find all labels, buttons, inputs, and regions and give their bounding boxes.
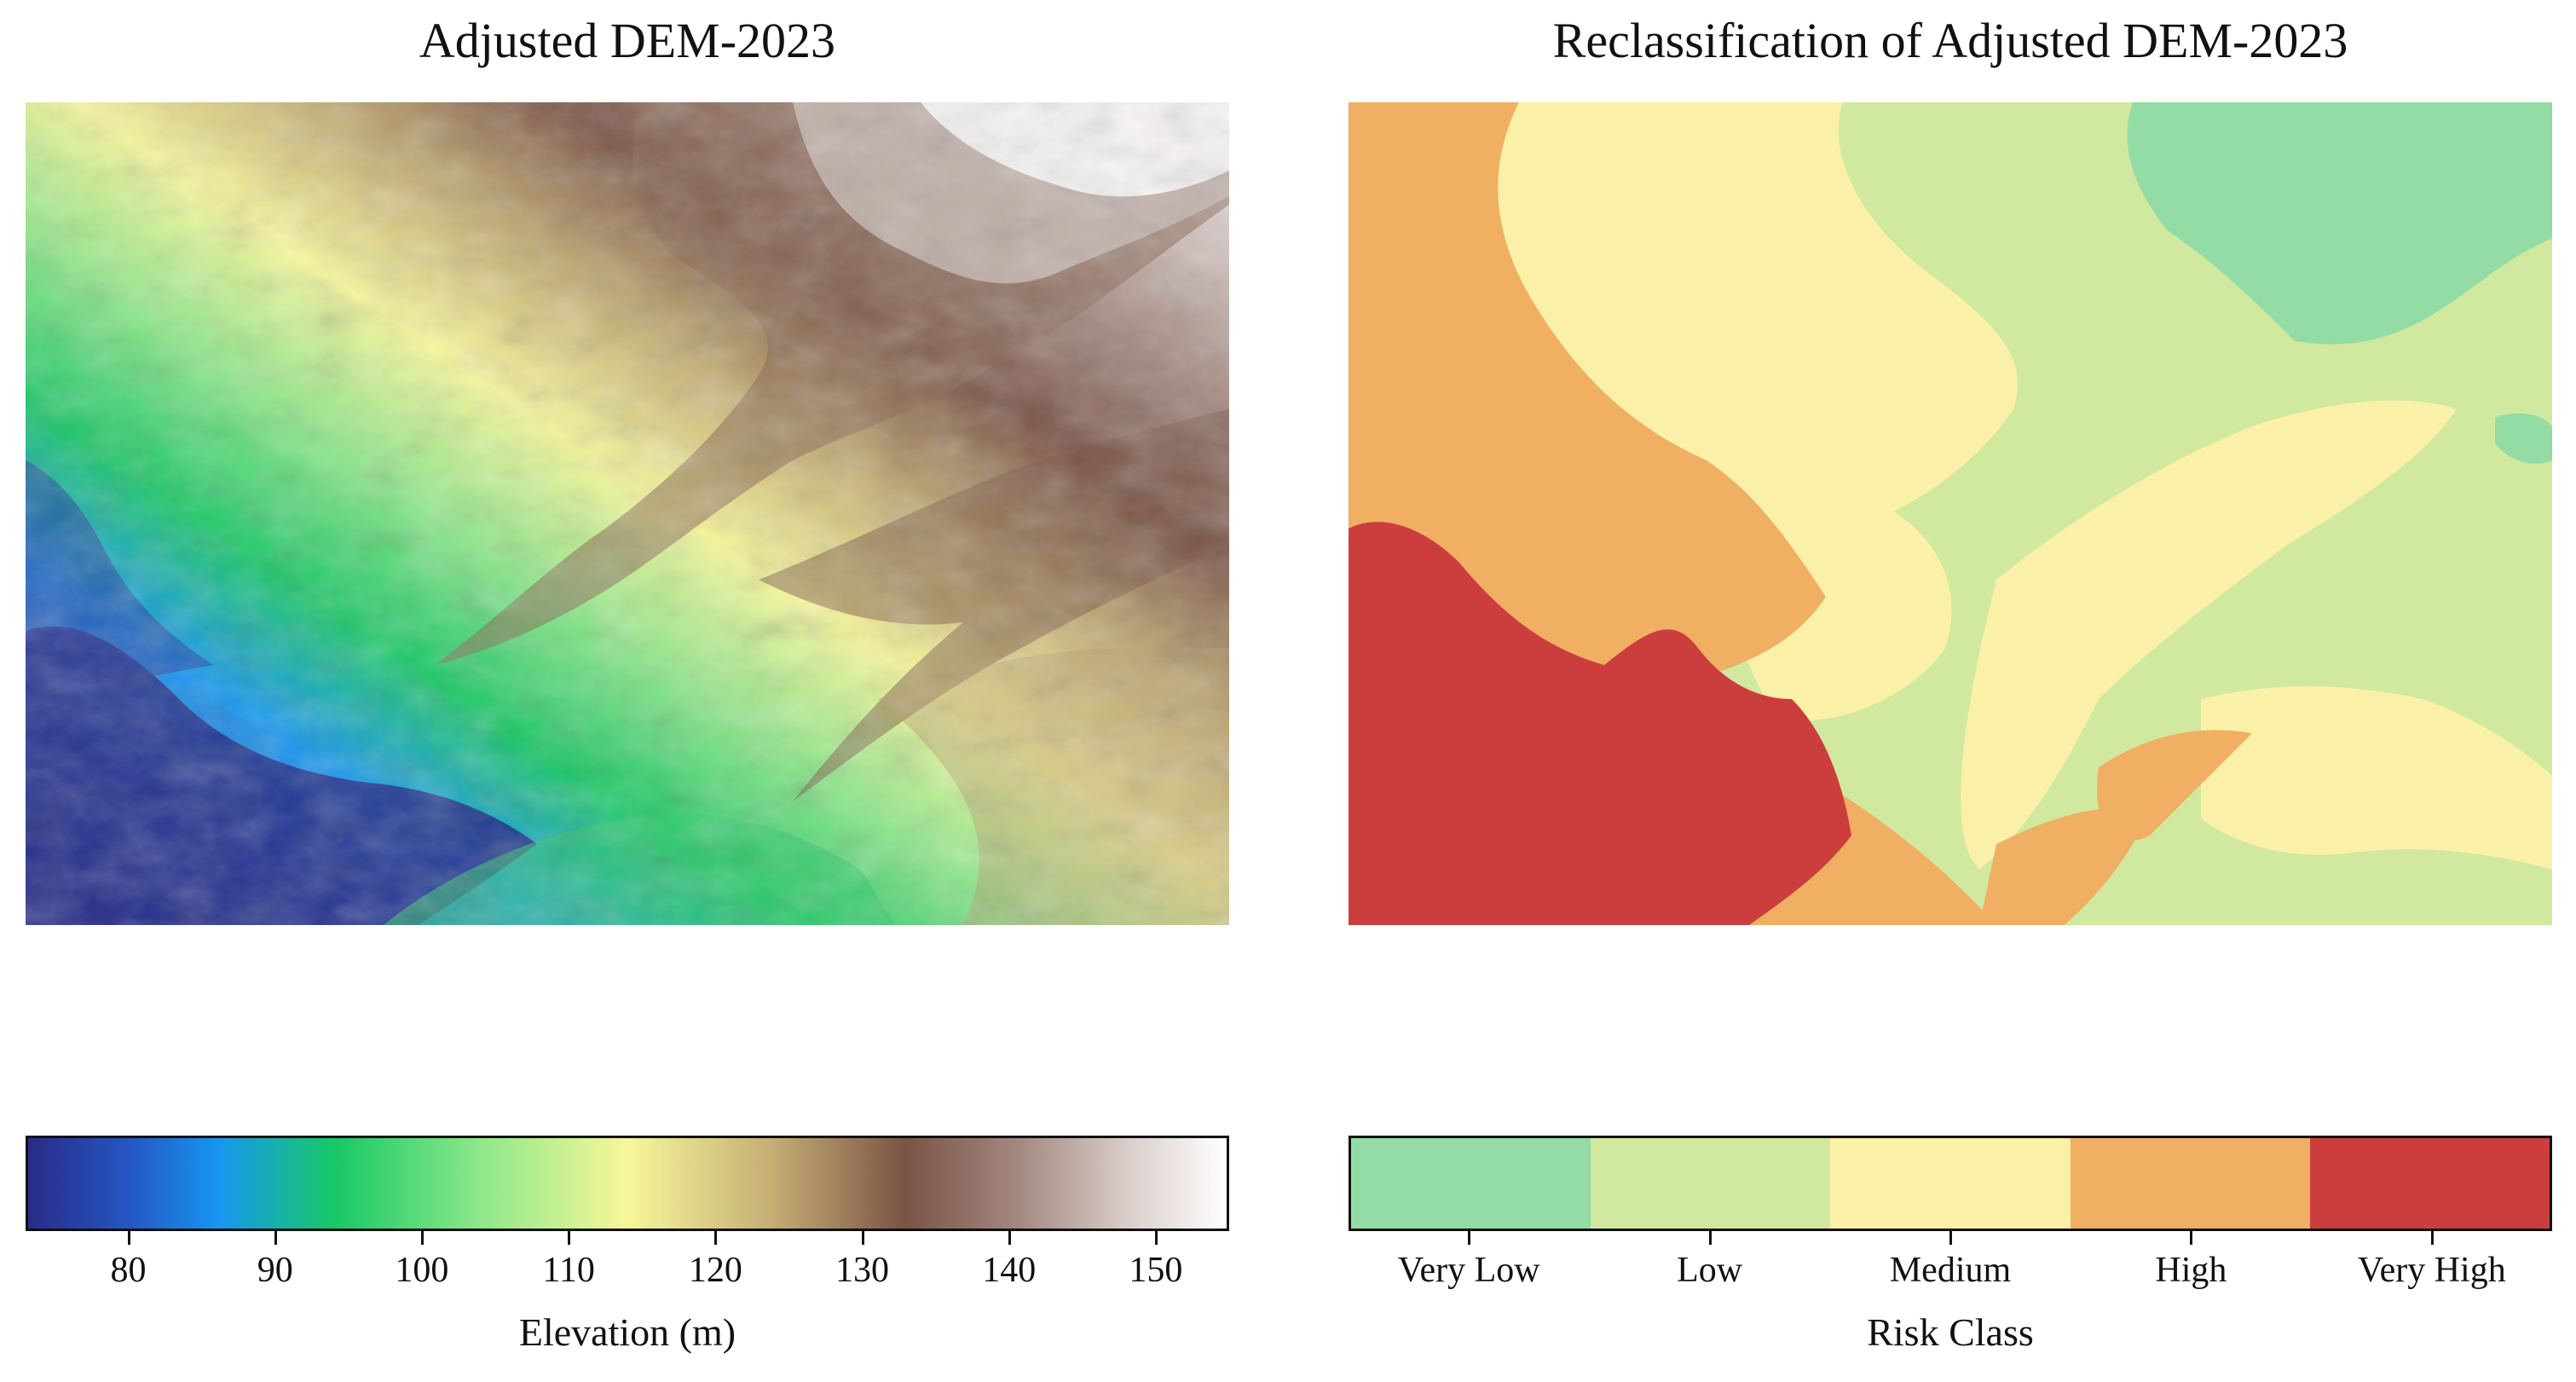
risk-class-tick (2430, 1231, 2434, 1245)
risk-class-label: Medium (1889, 1251, 2012, 1290)
elevation-tick-label: 130 (835, 1251, 889, 1290)
risk-class-map (1349, 102, 2552, 925)
elevation-tick (1154, 1231, 1158, 1245)
elevation-tick-label: 120 (688, 1251, 742, 1290)
elevation-tick (1008, 1231, 1011, 1245)
risk-class-colorbar (1349, 1136, 2552, 1231)
risk-class-label: Very Low (1397, 1251, 1540, 1290)
risk-class-swatch (2070, 1138, 2310, 1229)
risk-legend-title: Risk Class (1867, 1310, 2034, 1354)
risk-class-swatch (1351, 1138, 1591, 1229)
dem-map-title: Adjusted DEM-2023 (419, 13, 836, 68)
elevation-tick (420, 1231, 424, 1245)
elevation-tick-label: 80 (110, 1251, 147, 1290)
risk-class-tick (1708, 1231, 1712, 1245)
elevation-tick-label: 140 (982, 1251, 1037, 1290)
elevation-tick (127, 1231, 130, 1245)
elevation-tick (714, 1231, 718, 1245)
elevation-tick-label: 150 (1129, 1251, 1183, 1290)
risk-class-label: High (2155, 1251, 2227, 1290)
dem-elevation-map (26, 102, 1229, 925)
reclass-map-title: Reclassification of Adjusted DEM-2023 (1552, 13, 2348, 68)
risk-class-tick (2190, 1231, 2193, 1245)
risk-class-label: Very High (2357, 1251, 2506, 1290)
elevation-tick-label: 100 (395, 1251, 449, 1290)
elevation-tick-label: 90 (257, 1251, 293, 1290)
risk-class-label: Low (1677, 1251, 1743, 1290)
elevation-legend-title: Elevation (m) (518, 1310, 736, 1354)
elevation-colorbar (26, 1136, 1229, 1231)
risk-class-tick (1468, 1231, 1471, 1245)
risk-class-swatch (1591, 1138, 1831, 1229)
risk-class-swatch (2309, 1138, 2550, 1229)
elevation-tick (568, 1231, 571, 1245)
risk-class-tick (1949, 1231, 1952, 1245)
elevation-tick (274, 1231, 277, 1245)
elevation-tick (861, 1231, 864, 1245)
elevation-tick-label: 110 (542, 1251, 595, 1290)
risk-class-swatch (1830, 1138, 2071, 1229)
